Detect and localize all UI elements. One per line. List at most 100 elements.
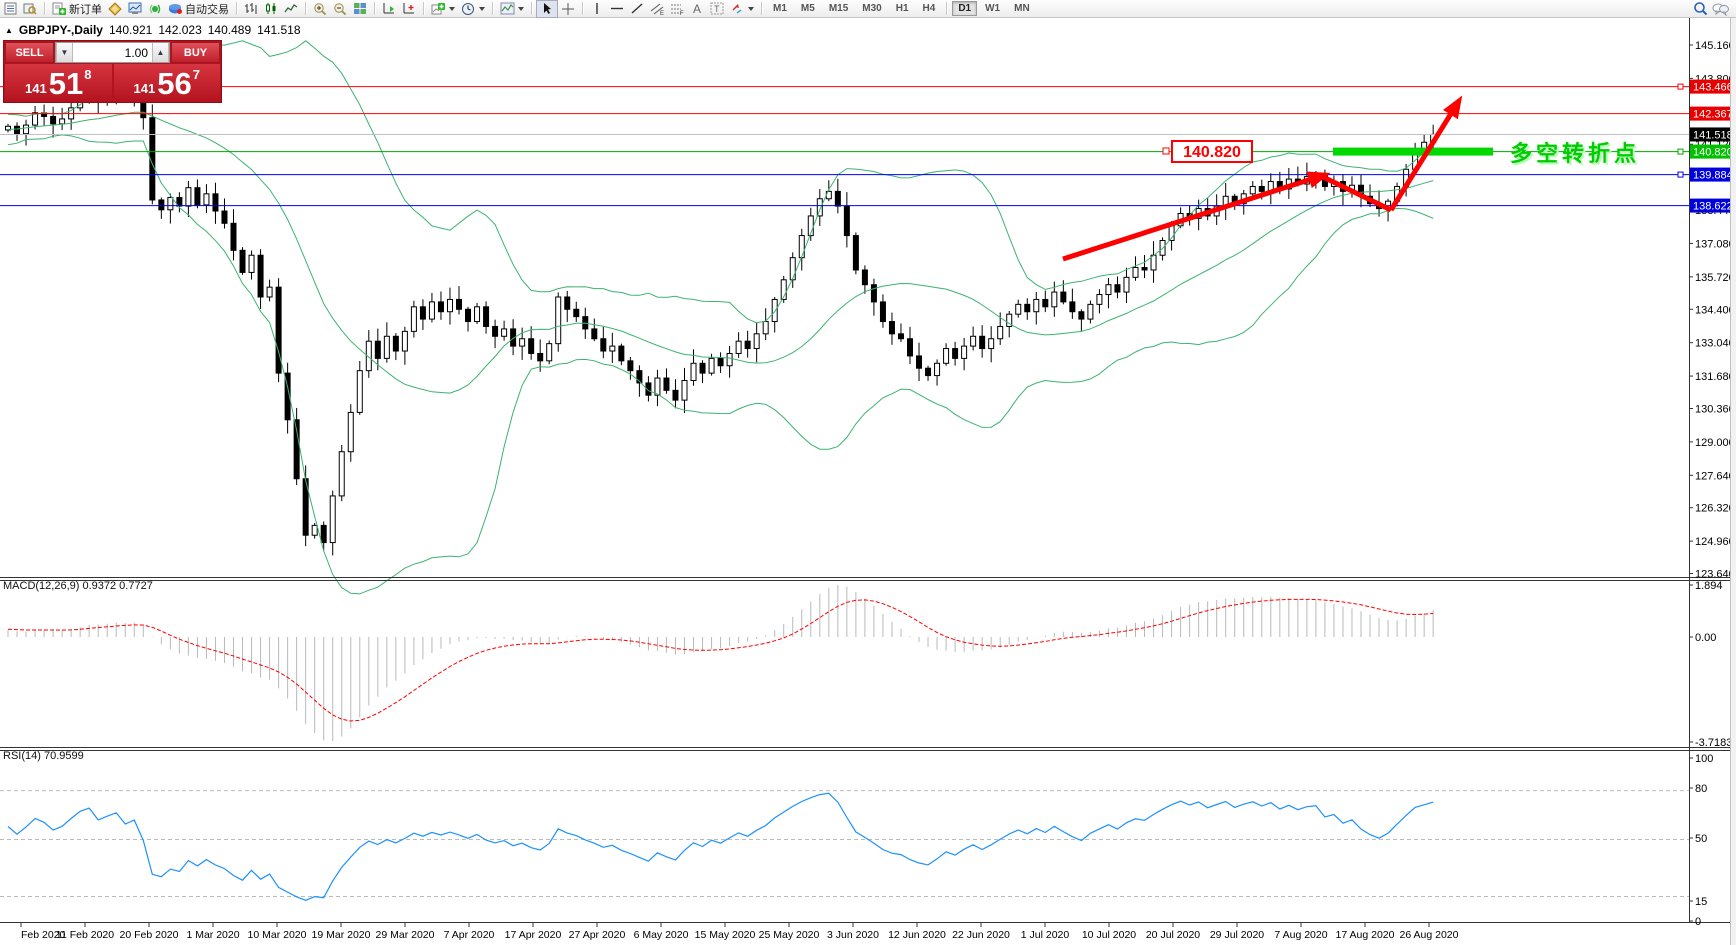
indicator-panels-group [0,585,1689,901]
date-tick-label[interactable]: 27 Apr 2020 [569,929,626,941]
trendline-tool-icon[interactable] [627,1,647,17]
metaeditor-icon[interactable] [105,1,125,17]
date-tick-label[interactable]: 7 Apr 2020 [444,929,495,941]
price-tick-label: 135.720 [1695,272,1735,284]
turning-point-band[interactable] [1333,147,1493,156]
timeframe-m30[interactable]: M30 [856,1,887,16]
symbol-period-label: GBPJPY-,Daily [18,23,103,37]
cursor-tool-icon[interactable] [536,0,558,18]
bollinger-bands-group [7,40,1434,595]
timeframe-m1[interactable]: M1 [767,1,793,16]
zoom-out-icon[interactable] [330,1,350,17]
turning-point-text[interactable]: 多空转折点 [1510,141,1640,166]
text-label-tool-icon[interactable]: T [707,1,727,17]
equidistant-channel-tool-icon[interactable]: E [647,1,667,17]
date-tick-label[interactable]: 29 Jul 2020 [1210,929,1264,941]
candlestick-mode-icon[interactable] [261,1,281,17]
collapse-arrow-icon[interactable]: ▲ [5,25,13,35]
date-tick-label[interactable]: 20 Jul 2020 [1146,929,1200,941]
template-dropdown-caret[interactable] [518,6,524,11]
signals-icon[interactable] [145,1,165,17]
crosshair-tool-icon[interactable] [558,1,578,17]
timeframe-m5[interactable]: M5 [795,1,821,16]
timeframe-d1[interactable]: D1 [952,1,978,16]
periods-dropdown-caret[interactable] [479,6,485,11]
date-tick-label[interactable]: 20 Feb 2020 [120,929,179,941]
hline-handle[interactable] [1677,83,1684,90]
profiles-icon[interactable] [20,1,40,17]
zoom-in-icon[interactable] [310,1,330,17]
rsi-axis-label: 80 [1695,783,1707,795]
horizontal-line-tool-icon[interactable] [607,1,627,17]
rsi-axis-label: 15 [1695,896,1707,908]
price-tick-label: 130.360 [1695,403,1735,415]
add-indicator-icon[interactable] [428,1,448,17]
date-tick-label[interactable]: 19 Mar 2020 [312,929,371,941]
trend-arrow-2[interactable] [1319,173,1393,213]
date-tick-label[interactable]: 1 Mar 2020 [186,929,239,941]
date-tick-label[interactable]: Feb 2020 [21,929,66,941]
periods-clock-icon[interactable] [458,1,478,17]
timeframe-mn[interactable]: MN [1008,1,1036,16]
bar-chart-mode-icon[interactable] [241,1,261,17]
date-tick-label[interactable]: 22 Jun 2020 [952,929,1010,941]
level-label-box[interactable] [1171,140,1253,163]
buy-button[interactable]: BUY [171,42,220,63]
date-tick-label[interactable]: 29 Mar 2020 [376,929,435,941]
volume-decrease-button[interactable]: ▼ [56,43,73,62]
indicators-dropdown-caret[interactable] [449,6,455,11]
line-chart-mode-icon[interactable] [281,1,301,17]
chart-shift-icon[interactable] [399,1,419,17]
date-tick-label[interactable]: 15 May 2020 [695,929,756,941]
date-tick-label[interactable]: 10 Mar 2020 [248,929,307,941]
vertical-line-tool-icon[interactable] [587,1,607,17]
timeframe-h4[interactable]: H4 [917,1,942,16]
tile-windows-icon[interactable] [350,1,370,17]
charts-list-icon[interactable] [0,1,20,17]
timeframe-h1[interactable]: H1 [890,1,915,16]
auto-scroll-icon[interactable] [379,1,399,17]
price-badge-142.367 [1690,106,1736,121]
date-tick-label[interactable]: 1 Jul 2020 [1021,929,1070,941]
date-tick-label[interactable]: 17 Aug 2020 [1336,929,1395,941]
volume-increase-button[interactable]: ▲ [152,43,169,62]
svg-text:A: A [693,2,701,15]
hline-handle[interactable] [1677,171,1684,178]
fibonacci-tool-icon[interactable]: F [667,1,687,17]
arrows-tool-icon[interactable] [727,1,747,17]
price-badge-label: 142.367 [1693,109,1733,121]
volume-input[interactable] [73,43,152,62]
date-tick-label[interactable]: 7 Aug 2020 [1274,929,1327,941]
date-tick-label[interactable]: 17 Apr 2020 [505,929,562,941]
price-badge-139.884 [1690,167,1736,182]
date-tick-label[interactable]: 25 May 2020 [759,929,820,941]
date-tick-label[interactable]: 3 Jun 2020 [827,929,879,941]
search-icon[interactable] [1690,1,1710,17]
new-order-icon[interactable] [49,1,69,17]
bid-pipette: 8 [84,67,92,82]
date-tick-label[interactable]: 12 Jun 2020 [888,929,946,941]
timeframe-w1[interactable]: W1 [979,1,1006,16]
date-tick-label[interactable]: 11 Feb 2020 [56,929,114,941]
price-tick-label: 131.680 [1695,371,1735,383]
template-icon[interactable] [497,1,517,17]
trend-arrow-1[interactable] [1062,171,1331,262]
arrows-dropdown-caret[interactable] [748,6,754,11]
autotrading-label[interactable]: 自动交易 [185,3,229,16]
date-tick-label[interactable]: 10 Jul 2020 [1082,929,1136,941]
date-tick-label[interactable]: 26 Aug 2020 [1400,929,1459,941]
date-tick-label[interactable]: 6 May 2020 [634,929,689,941]
buy-price-box[interactable]: 141 56 7 [113,64,220,101]
chat-icon[interactable] [1710,1,1730,17]
data-window-icon[interactable] [125,1,145,17]
hline-handle[interactable] [1677,148,1684,155]
timeframe-m15[interactable]: M15 [823,1,854,16]
sell-button[interactable]: SELL [5,42,54,63]
text-tool-icon[interactable]: A [687,1,707,17]
sell-price-box[interactable]: 141 51 8 [5,64,112,101]
trend-arrow-3[interactable] [1388,95,1463,212]
new-order-label[interactable]: 新订单 [69,3,102,16]
autotrading-icon[interactable] [165,1,185,17]
